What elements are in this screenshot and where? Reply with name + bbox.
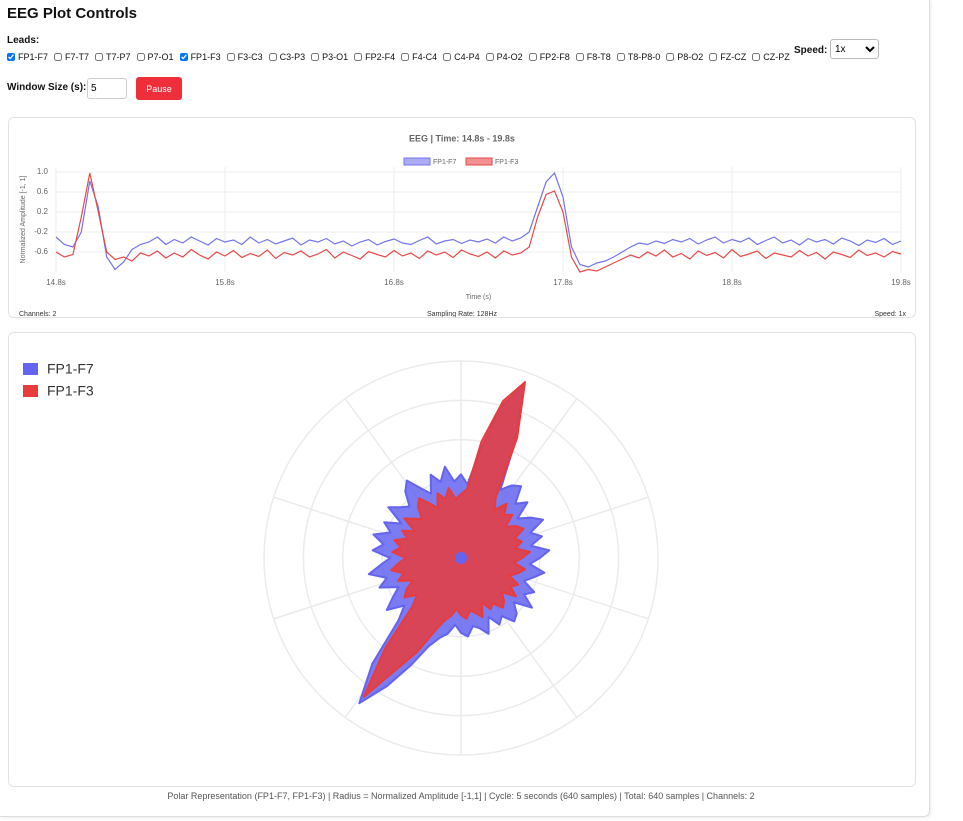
x-tick-label: 18.8s <box>722 278 742 287</box>
y-tick-label: 0.2 <box>37 207 49 216</box>
speed-select[interactable]: 1x <box>830 39 879 59</box>
lead-option[interactable]: CZ-PZ <box>750 52 790 62</box>
lead-option[interactable]: P4-O2 <box>484 52 523 62</box>
legend-label: FP1-F7 <box>47 361 94 377</box>
window-input[interactable] <box>87 78 127 99</box>
card: EEG Plot Controls Leads: FP1-F7 F7-T7 T7-P… <box>0 0 930 817</box>
x-axis-label: Time (s) <box>466 294 491 301</box>
lead-checkbox[interactable] <box>485 53 494 61</box>
lead-label: FP2-F4 <box>365 52 396 62</box>
lead-checkbox[interactable] <box>354 53 363 61</box>
lead-label: FZ-CZ <box>720 52 747 62</box>
lead-label: T7-P7 <box>106 52 131 62</box>
series-line <box>55 172 902 273</box>
lead-checkbox[interactable] <box>443 53 452 61</box>
chart-info: Speed: 1x <box>874 311 906 317</box>
lead-checkbox[interactable] <box>54 53 63 61</box>
y-tick-label: -0.2 <box>34 227 48 236</box>
lead-label: P8-O2 <box>677 52 704 62</box>
lead-checkbox[interactable] <box>752 53 761 61</box>
lead-checkbox[interactable] <box>616 53 625 61</box>
lead-checkbox[interactable] <box>226 53 235 61</box>
x-tick-label: 19.8s <box>891 278 911 287</box>
lead-label: F7-T7 <box>65 52 90 62</box>
lead-checkbox[interactable] <box>95 53 104 61</box>
legend-label: FP1-F3 <box>495 159 518 166</box>
lead-checkbox[interactable] <box>709 53 718 61</box>
lead-option[interactable]: P3-O1 <box>309 52 348 62</box>
lead-label: P4-O2 <box>496 52 523 62</box>
chart-info: Sampling Rate: 128Hz <box>427 311 498 317</box>
lead-checkbox[interactable] <box>666 53 675 61</box>
lead-label: F3-C3 <box>237 52 263 62</box>
x-tick-label: 15.8s <box>215 278 235 287</box>
lead-label: C4-P4 <box>454 52 480 62</box>
lead-label: P7-O1 <box>147 52 174 62</box>
lead-checkbox[interactable] <box>7 53 15 61</box>
y-axis-label: Normalized Amplitude [-1, 1] <box>20 175 27 263</box>
lead-label: F8-T8 <box>586 52 611 62</box>
lead-label: CZ-PZ <box>763 52 790 62</box>
lead-option[interactable]: FP2-F8 <box>527 52 570 62</box>
legend-swatch <box>465 157 493 166</box>
lead-checkbox[interactable] <box>401 53 410 61</box>
leads-list: FP1-F7 F7-T7 T7-P7 P7-O1 FP1-F3 F3-C3 C3-P3 P3-… <box>5 52 790 62</box>
legend-swatch <box>23 363 38 375</box>
line-panel: EEG | Time: 14.8s - 19.8s 1.0 0.6 0.2 -0.2 -0… <box>8 117 916 318</box>
lead-label: P3-O1 <box>322 52 349 62</box>
lead-label: FP1-F7 <box>18 52 49 62</box>
lead-option[interactable]: T7-P7 <box>93 52 131 62</box>
page-title: EEG Plot Controls <box>7 5 138 22</box>
lead-option[interactable]: F3-C3 <box>225 52 263 62</box>
lead-label: F4-C4 <box>412 52 438 62</box>
lead-option[interactable]: T8-P8-0 <box>615 52 661 62</box>
lead-option[interactable]: C3-P3 <box>267 52 306 62</box>
pause-button[interactable]: Pause <box>136 77 182 100</box>
lead-checkbox[interactable] <box>311 53 320 61</box>
lead-checkbox[interactable] <box>528 53 537 61</box>
lead-option[interactable]: F7-T7 <box>52 52 89 62</box>
legend-swatch <box>403 157 431 166</box>
polar-caption: Polar Representation (FP1-F7, FP1-F3) | … <box>167 791 755 801</box>
center-dot <box>455 552 467 564</box>
lead-checkbox[interactable] <box>575 53 584 61</box>
y-tick-label: 1.0 <box>37 167 49 176</box>
series-line <box>55 171 902 271</box>
legend-swatch <box>23 385 38 397</box>
lead-option[interactable]: FZ-CZ <box>707 52 746 62</box>
legend-label: FP1-F3 <box>47 383 94 399</box>
line-chart: EEG | Time: 14.8s - 19.8s 1.0 0.6 0.2 -0.2 -0… <box>19 133 911 317</box>
polar-series <box>362 381 531 698</box>
lead-label: T8-P8-0 <box>627 52 661 62</box>
leads-label: Leads: <box>7 35 40 46</box>
lead-checkbox[interactable] <box>136 53 145 61</box>
lead-label: C3-P3 <box>279 52 306 62</box>
lead-checkbox[interactable] <box>179 53 188 61</box>
y-tick-label: -0.6 <box>34 247 48 256</box>
legend-label: FP1-F7 <box>433 159 456 166</box>
x-tick-label: 14.8s <box>46 278 66 287</box>
lead-option[interactable]: F4-C4 <box>399 52 437 62</box>
polar-panel: FP1-F7 FP1-F3 <box>8 332 916 787</box>
lead-option[interactable]: P8-O2 <box>664 52 703 62</box>
lead-option[interactable]: P7-O1 <box>135 52 174 62</box>
polar-chart: FP1-F7 FP1-F3 <box>23 360 659 756</box>
y-tick-label: 0.6 <box>37 187 49 196</box>
chart-info: Channels: 2 <box>19 311 56 317</box>
speed-label: Speed: <box>794 45 828 56</box>
chart-title: EEG | Time: 14.8s - 19.8s <box>409 133 515 143</box>
lead-option[interactable]: F8-T8 <box>574 52 611 62</box>
lead-option[interactable]: FP1-F3 <box>178 52 221 62</box>
lead-label: FP2-F8 <box>539 52 570 62</box>
lead-option[interactable]: FP1-F7 <box>5 52 48 62</box>
lead-option[interactable]: C4-P4 <box>441 52 480 62</box>
window-label: Window Size (s): <box>7 82 87 93</box>
lead-option[interactable]: FP2-F4 <box>352 52 395 62</box>
lead-label: FP1-F3 <box>190 52 221 62</box>
x-tick-label: 16.8s <box>384 278 404 287</box>
lead-checkbox[interactable] <box>268 53 277 61</box>
x-tick-label: 17.8s <box>553 278 573 287</box>
